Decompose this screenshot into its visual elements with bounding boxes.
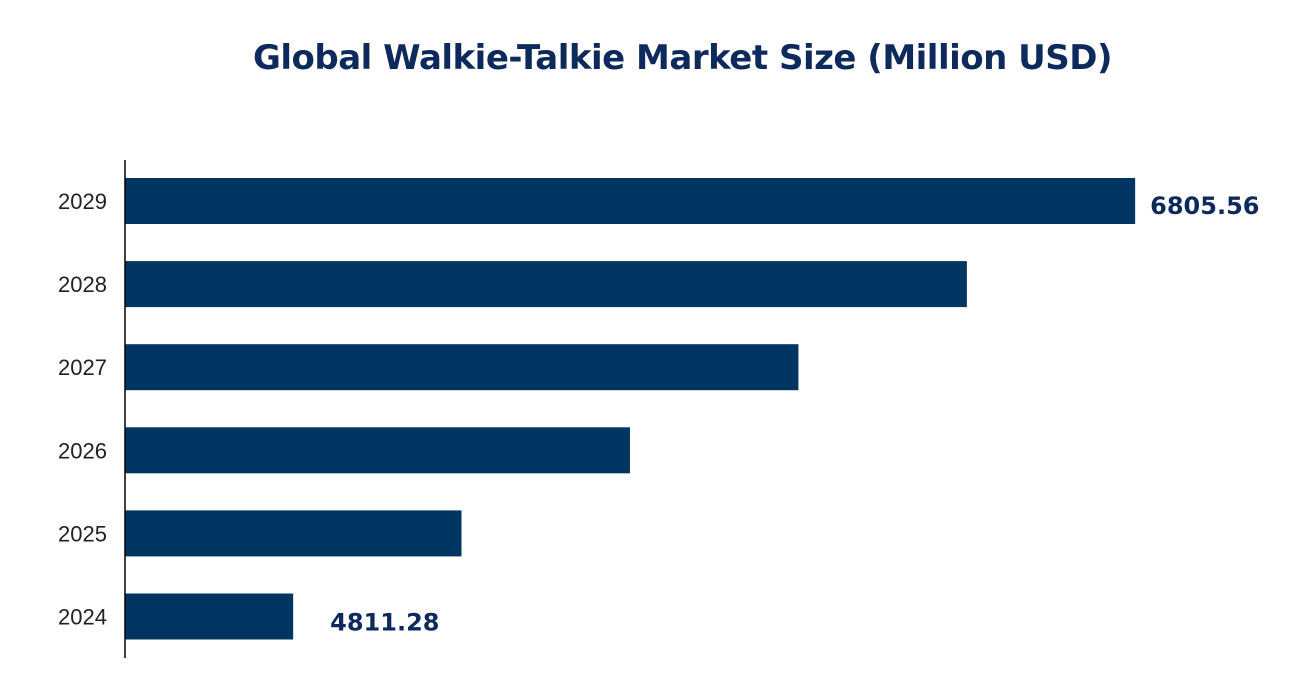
y-tick-label: 2029 bbox=[58, 189, 107, 214]
bar-2029 bbox=[125, 178, 1136, 224]
bar-2025 bbox=[125, 510, 462, 557]
data-label: 4811.28 bbox=[330, 609, 439, 637]
y-tick-label: 2027 bbox=[58, 355, 107, 380]
y-tick-label: 2028 bbox=[58, 272, 107, 297]
y-tick-label: 2025 bbox=[58, 521, 107, 546]
y-tick-label: 2024 bbox=[58, 605, 107, 630]
data-label: 6805.56 bbox=[1150, 192, 1259, 220]
chart-title: Global Walkie-Talkie Market Size (Millio… bbox=[252, 38, 1113, 78]
y-tick-label: 2026 bbox=[58, 438, 107, 463]
bar-2026 bbox=[125, 427, 630, 474]
bar-2028 bbox=[125, 261, 967, 308]
bar-2024 bbox=[125, 593, 294, 640]
bar-2027 bbox=[125, 344, 799, 391]
